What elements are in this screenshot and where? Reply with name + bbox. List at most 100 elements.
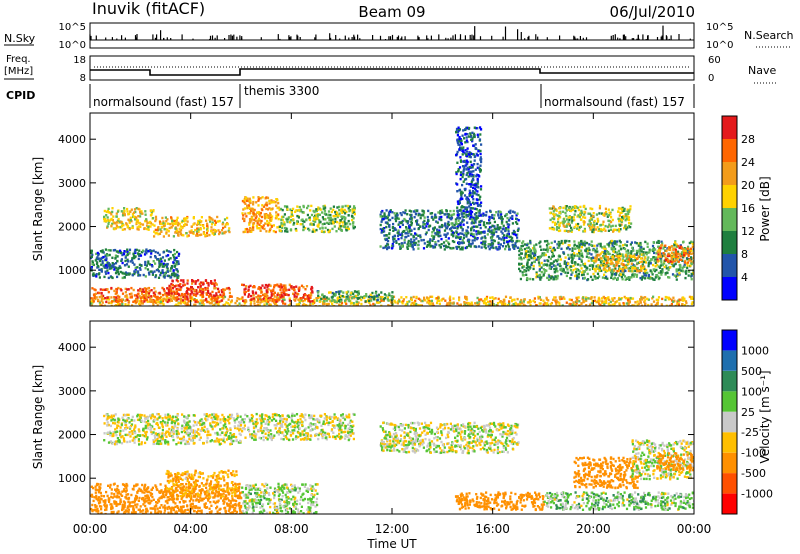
power-cell: [115, 212, 118, 215]
power-cell: [278, 298, 281, 301]
power-cell: [382, 227, 385, 231]
power-cell: [674, 241, 677, 244]
power-cell: [93, 296, 96, 299]
power-cell: [343, 225, 346, 229]
power-cell: [159, 221, 162, 224]
power-cell: [623, 275, 626, 278]
power-cell: [627, 300, 630, 304]
power-cell: [218, 231, 221, 234]
power-cell: [315, 208, 318, 211]
power-cell: [399, 247, 402, 250]
power-cell: [263, 215, 266, 218]
power-cell: [668, 248, 671, 251]
power-cell: [492, 239, 495, 242]
power-cell: [579, 205, 582, 209]
power-cell: [338, 295, 342, 299]
power-cell: [271, 207, 274, 210]
power-cell: [470, 302, 473, 305]
power-cell: [436, 221, 439, 224]
power-cell: [173, 285, 176, 288]
power-cell: [266, 222, 269, 225]
power-cell: [271, 297, 274, 301]
power-cell: [554, 223, 557, 226]
power-cell: [173, 290, 176, 293]
power-cell: [415, 220, 418, 223]
power-cell: [205, 297, 208, 301]
power-cell: [420, 214, 423, 217]
power-cell: [499, 210, 502, 213]
power-cell: [262, 205, 266, 208]
power-cell: [663, 254, 666, 257]
power-cell: [352, 303, 355, 306]
power-cell: [155, 295, 158, 299]
power-cell: [556, 277, 559, 280]
power-cell: [160, 222, 163, 225]
power-cell: [472, 225, 475, 228]
power-cell: [533, 300, 536, 304]
power-cell: [325, 221, 329, 225]
power-cell: [491, 213, 494, 217]
power-cell: [396, 217, 399, 220]
power-cell: [288, 299, 291, 302]
power-cell: [386, 246, 389, 249]
power-cell: [126, 250, 129, 253]
power-cell: [103, 275, 106, 279]
power-cell: [267, 296, 270, 300]
power-cell: [519, 247, 522, 250]
power-cell: [310, 288, 313, 291]
power-cell: [436, 299, 439, 302]
power-cell: [594, 260, 597, 263]
power-cell: [148, 290, 151, 293]
power-cell: [296, 220, 299, 223]
power-cell: [641, 257, 644, 260]
power-cell: [331, 218, 334, 221]
power-cell: [604, 270, 607, 274]
power-cell: [617, 298, 620, 301]
power-cell: [377, 293, 380, 296]
power-cell: [595, 265, 598, 268]
power-cell: [690, 240, 693, 243]
power-cell: [344, 299, 347, 303]
power-cell: [196, 232, 199, 235]
power-cell: [652, 256, 655, 259]
power-cell: [582, 263, 585, 266]
power-cell: [657, 265, 660, 268]
power-cell: [528, 248, 532, 251]
power-cell: [545, 263, 548, 266]
power-cell: [605, 297, 608, 300]
power-cell: [357, 290, 360, 293]
power-cell: [589, 264, 592, 267]
power-cell: [138, 295, 141, 298]
power-cell: [413, 239, 416, 242]
power-cell: [202, 303, 205, 306]
power-cell: [306, 295, 309, 298]
power-cell: [478, 300, 481, 303]
power-cell: [302, 204, 305, 208]
power-cell: [204, 234, 207, 237]
power-cell: [461, 232, 464, 235]
power-cell: [329, 213, 332, 217]
power-cell: [597, 227, 600, 231]
power-cell: [189, 293, 192, 296]
power-cell: [209, 292, 212, 295]
power-cell: [516, 236, 519, 239]
power-cell: [583, 229, 586, 232]
power-cell: [639, 257, 642, 260]
power-cell: [370, 299, 373, 302]
power-cell: [513, 233, 516, 236]
power-cell: [144, 210, 147, 213]
power-cell: [619, 255, 622, 258]
power-cell: [529, 303, 532, 306]
power-cell: [497, 226, 500, 230]
power-cell: [421, 299, 424, 303]
power-cell: [646, 245, 649, 248]
power-cell: [355, 304, 358, 306]
power-cell: [459, 248, 462, 251]
power-cell: [558, 262, 561, 266]
power-cell: [501, 303, 504, 306]
power-cell: [448, 304, 451, 306]
power-cell: [612, 272, 615, 276]
power-cell: [206, 287, 209, 290]
power-cell: [518, 267, 521, 271]
power-cell: [217, 303, 220, 306]
